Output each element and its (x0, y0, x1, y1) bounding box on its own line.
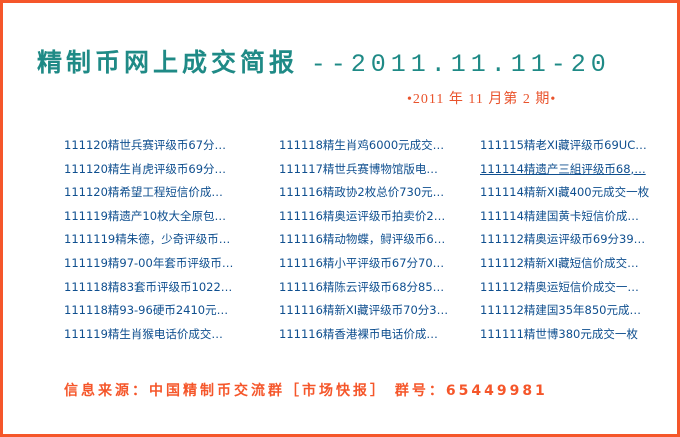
news-link[interactable]: 111119精生肖猴电话价成交… (64, 326, 223, 341)
news-link[interactable]: 111118精83套币评级币1022… (64, 279, 233, 294)
news-link[interactable]: 111116精政协2枚总价730元… (279, 185, 445, 200)
news-link[interactable]: 111118精93-96硬币2410元… (64, 303, 229, 318)
title-date-range: --2011.11.11-20 (310, 50, 611, 79)
news-link[interactable]: 111112精建国35年850元成… (480, 303, 641, 318)
news-link[interactable]: 111112精新XI藏短信价成交… (480, 255, 639, 270)
title-text: 精制币网上成交简报 (37, 48, 299, 77)
news-link[interactable]: 111119精97-00年套币评级币… (64, 255, 234, 270)
news-link[interactable]: 111120精世兵赛评级币67分… (64, 138, 227, 152)
issue-label: •2011 年 11 月第 2 期• (407, 92, 557, 107)
news-column-1: 111120精世兵赛评级币67分… 111120精生肖虎评级币69分… 111120… (64, 134, 233, 346)
news-link[interactable]: 111116精奥运评级币拍卖价2… (279, 208, 446, 223)
news-link[interactable]: 111114精新XI藏400元成交一枚 (480, 185, 650, 200)
news-link[interactable]: 111118精生肖鸡6000元成交… (279, 138, 445, 152)
news-link[interactable]: 111120精希望工程短信价成… (64, 185, 223, 200)
news-link[interactable]: 111115精老XI藏评级币69UC… (480, 138, 647, 152)
news-link[interactable]: 111119精遗产10枚大全原包… (64, 208, 227, 223)
news-column-3: 111115精老XI藏评级币69UC… 111114精遗产三組评级币68,… 111… (480, 134, 649, 346)
news-link[interactable]: 111116精香港裸币电话价成… (279, 326, 438, 341)
news-link[interactable]: 111116精动物蝶，鲟评级币6… (279, 232, 446, 247)
news-link[interactable]: 111116精新XI藏评级币70分3… (279, 303, 449, 318)
source-footer: 信息来源：中国精制币交流群［市场快报］ 群号：65449981 (64, 383, 548, 399)
news-column-2: 111118精生肖鸡6000元成交… 111117精世兵赛博物馆版电… 111116… (279, 134, 448, 346)
news-link[interactable]: 111116精陈云评级币68分85… (279, 279, 445, 294)
news-link[interactable]: 111117精世兵赛博物馆版电… (279, 161, 438, 176)
news-link[interactable]: 111116精小平评级币67分70… (279, 255, 445, 270)
news-link[interactable]: 111114精建国黄卡短信价成… (480, 208, 639, 223)
page-title: 精制币网上成交简报 --2011.11.11-20 (37, 43, 611, 79)
news-link[interactable]: 1111119精朱德，少奇评级币… (64, 232, 231, 247)
news-link[interactable]: 111112精奥运评级币69分39… (480, 232, 646, 247)
news-link[interactable]: 111112精奥运短信价成交一… (480, 279, 639, 294)
news-link[interactable]: 111120精生肖虎评级币69分… (64, 161, 227, 176)
news-link[interactable]: 111114精遗产三組评级币68,… (480, 161, 646, 176)
news-link[interactable]: 111111精世博380元成交一枚 (480, 326, 638, 341)
